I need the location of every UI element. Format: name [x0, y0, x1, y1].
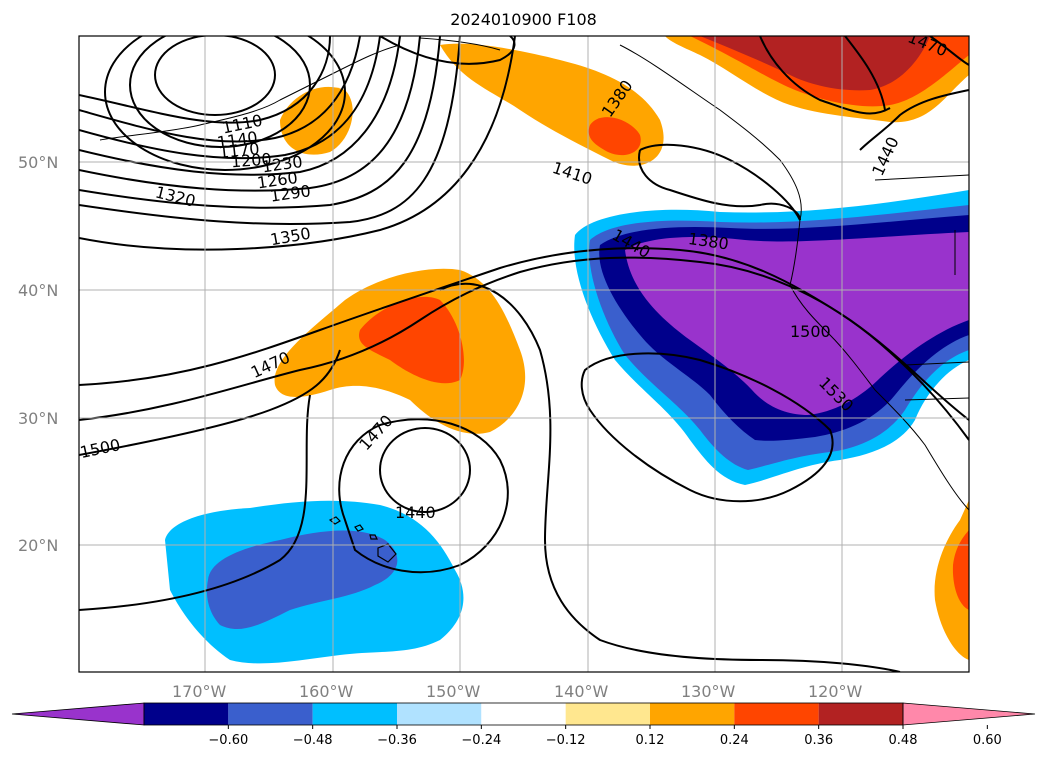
contour-label: 1500 — [790, 322, 831, 341]
map-gridlines — [79, 36, 969, 672]
negative-anomaly-california-core — [625, 232, 969, 415]
colorbar-tick-label: 0.24 — [720, 733, 749, 748]
map-content: 1110 1140 1170 1200 1230 1260 1290 1320 … — [79, 36, 969, 672]
colorbar-extend-min — [11, 702, 145, 726]
colorbar-tick-label: −0.24 — [461, 733, 501, 748]
colorbar-swatch — [481, 703, 566, 725]
positive-anomaly-gulf-alaska-core — [588, 117, 641, 156]
lat-label-50n: 50°N — [18, 153, 58, 172]
lon-label-170w: 170°W — [172, 682, 227, 701]
map-title: 2024010900 F108 — [450, 10, 597, 29]
contour-label: 1200 — [230, 150, 272, 172]
colorbar-border — [143, 702, 904, 726]
colorbar-tick-label: −0.12 — [546, 733, 586, 748]
contour-label: 1440 — [395, 503, 436, 522]
colorbar-tick-label: −0.36 — [377, 733, 417, 748]
height-contours — [79, 36, 969, 672]
contour-label: 1170 — [218, 139, 260, 162]
colorbar-tick-label: 0.12 — [636, 733, 665, 748]
map-border — [78, 35, 970, 673]
colorbar-swatch — [734, 703, 819, 725]
lon-label-150w: 150°W — [426, 682, 481, 701]
colorbar-swatch — [565, 703, 650, 725]
colorbar-tick-label: 0.36 — [804, 733, 833, 748]
lon-label-140w: 140°W — [554, 682, 609, 701]
colorbar: −0.60 −0.48 −0.36 −0.24 −0.12 0.12 0.24 0.36 0.4… — [11, 702, 1036, 748]
positive-anomaly-southeast — [934, 500, 969, 660]
lat-label-20n: 20°N — [18, 536, 58, 555]
lat-label-30n: 30°N — [18, 409, 58, 428]
colorbar-swatch — [312, 703, 397, 725]
lon-label-130w: 130°W — [681, 682, 736, 701]
positive-anomaly-central-pacific-core — [359, 296, 464, 384]
negative-anomaly-hawaii-core — [206, 530, 398, 630]
lat-label-40n: 40°N — [18, 281, 58, 300]
colorbar-swatch — [144, 703, 229, 725]
colorbar-swatch — [650, 703, 735, 725]
longitude-labels: 170°W 160°W 150°W 140°W 130°W 120°W — [172, 682, 863, 701]
colorbar-swatch — [397, 703, 482, 725]
latitude-labels: 50°N 40°N 30°N 20°N — [18, 153, 58, 555]
colorbar-tick-label: 0.60 — [973, 733, 1002, 748]
colorbar-tick-label: −0.48 — [293, 733, 333, 748]
positive-anomaly-aleutian — [280, 86, 353, 155]
colorbar-swatch — [818, 703, 903, 725]
colorbar-tick-label: −0.60 — [208, 733, 248, 748]
colorbar-extend-max — [902, 702, 1036, 726]
positive-anomaly-southeast-core — [952, 530, 969, 610]
colorbar-swatch — [228, 703, 313, 725]
lon-label-160w: 160°W — [299, 682, 354, 701]
lon-label-120w: 120°W — [808, 682, 863, 701]
colorbar-tick-label: 0.48 — [889, 733, 918, 748]
